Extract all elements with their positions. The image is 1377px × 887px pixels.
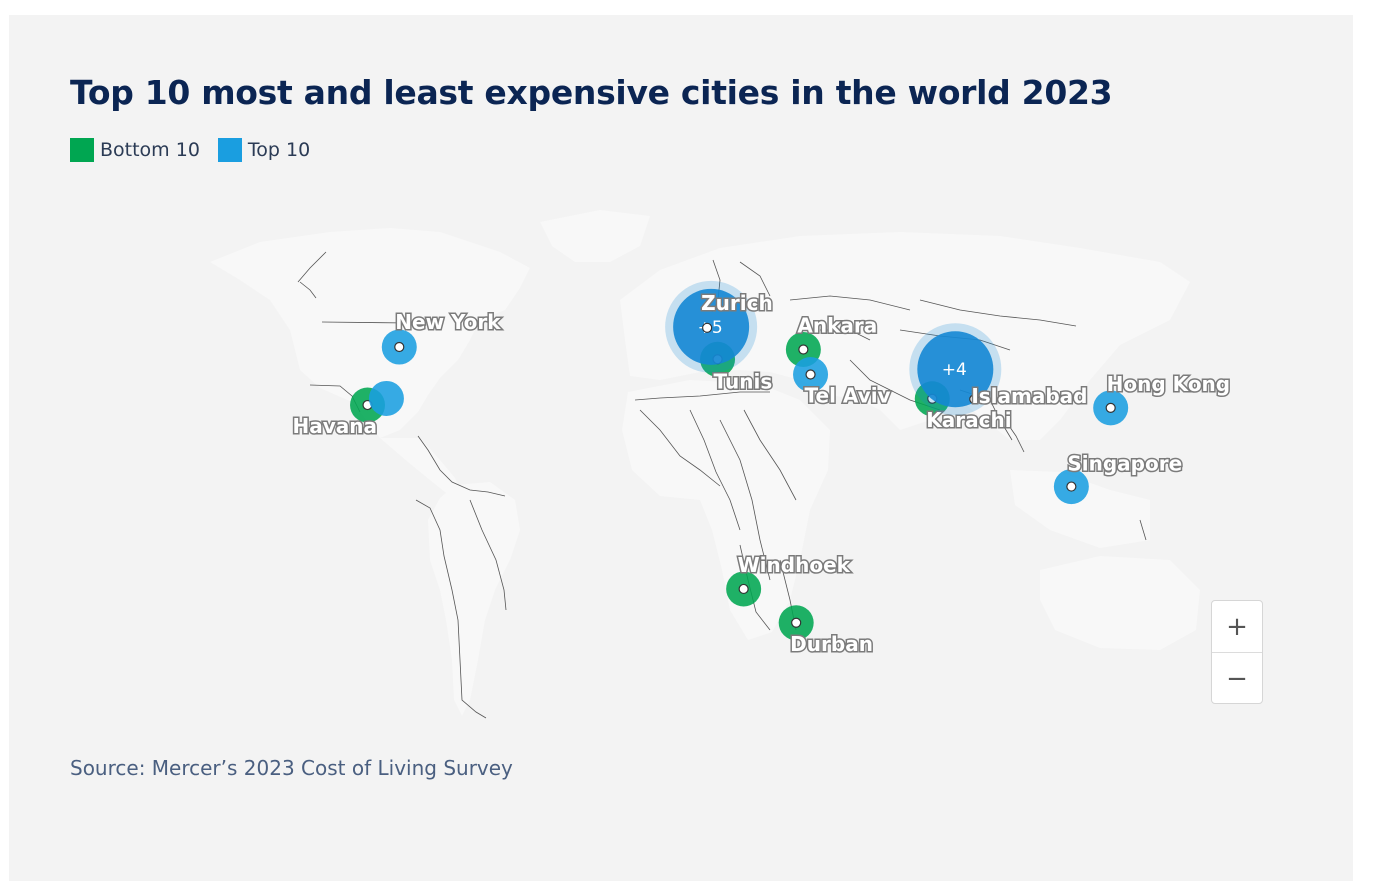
city-label-karachi: Karachi — [926, 408, 1011, 432]
legend-item-top[interactable]: Top 10 — [217, 138, 311, 162]
city-label-islamabad: Islamabad — [971, 384, 1087, 408]
city-label-zurich: Zurich — [701, 291, 773, 315]
marker-dot-windhoek — [738, 583, 749, 595]
cluster-dot-islamabad — [969, 394, 980, 405]
legend-label-top: Top 10 — [247, 139, 311, 161]
marker-dot-durban — [791, 617, 802, 628]
map-title: Top 10 most and least expensive cities i… — [70, 73, 1113, 112]
africa-land — [622, 380, 830, 640]
marker-havana[interactable]: Havana — [291, 387, 386, 440]
legend-item-bottom[interactable]: Bottom 10 — [70, 138, 200, 162]
marker-circle-unlabeled — [368, 380, 404, 416]
city-label-tunis: Tunis — [714, 369, 773, 393]
legend-label-bottom: Bottom 10 — [100, 139, 200, 161]
city-label-singapore: Singapore — [1067, 452, 1182, 476]
marker-singapore[interactable]: Singapore — [1053, 450, 1184, 505]
greenland-land — [540, 210, 650, 262]
city-label-hong-kong: Hong Kong — [1107, 372, 1230, 396]
marker-dot-singapore — [1066, 481, 1077, 492]
marker-windhoek[interactable]: Windhoek — [726, 551, 852, 607]
cluster-count-islamabad: +4 — [942, 360, 967, 380]
marker-tel-aviv[interactable]: Tel Aviv — [793, 356, 892, 409]
north-america-land — [210, 228, 530, 438]
marker-dot-ankara — [798, 344, 809, 355]
city-label-ankara: Ankara — [797, 314, 877, 338]
marker-durban[interactable]: Durban — [778, 605, 874, 657]
marker-ankara[interactable]: Ankara — [785, 312, 879, 368]
zoom-out-button[interactable]: − — [1212, 652, 1262, 704]
australia-land — [1040, 556, 1200, 650]
land-masses — [210, 210, 1200, 716]
city-label-windhoek: Windhoek — [738, 553, 851, 577]
cluster-zurich[interactable]: +5Zurich — [665, 280, 774, 373]
zoom-control: + − — [1211, 600, 1263, 704]
city-label-tel-aviv: Tel Aviv — [805, 383, 891, 407]
legend-swatch-bottom — [70, 138, 94, 162]
marker-dot-tel-aviv — [805, 369, 816, 380]
cluster-circle-islamabad — [917, 331, 994, 408]
marker-dot-new-york — [394, 341, 405, 353]
marker-hong-kong[interactable]: Hong Kong — [1093, 370, 1232, 426]
markers-layer: New York Havana Tunis Ankara Tel Aviv Karachi… — [291, 280, 1232, 657]
marker-unlabeled[interactable] — [368, 380, 404, 416]
legend: Bottom 10 Top 10 — [70, 138, 310, 162]
marker-dot-hong-kong — [1105, 402, 1116, 413]
south-america-land — [428, 482, 520, 716]
source-note: Source: Mercer’s 2023 Cost of Living Sur… — [70, 756, 513, 780]
country-borders — [297, 251, 1147, 719]
southeast-asia-land — [1010, 470, 1150, 548]
central-america-land — [380, 438, 462, 496]
zoom-in-button[interactable]: + — [1226, 611, 1248, 642]
city-label-durban: Durban — [790, 632, 873, 656]
city-label-havana: Havana — [293, 414, 378, 438]
eurasia-land — [620, 232, 1190, 440]
city-label-new-york: New York — [395, 310, 501, 334]
legend-swatch-top — [217, 138, 242, 162]
marker-new-york[interactable]: New York — [381, 309, 503, 365]
cluster-dot-zurich — [702, 322, 713, 333]
